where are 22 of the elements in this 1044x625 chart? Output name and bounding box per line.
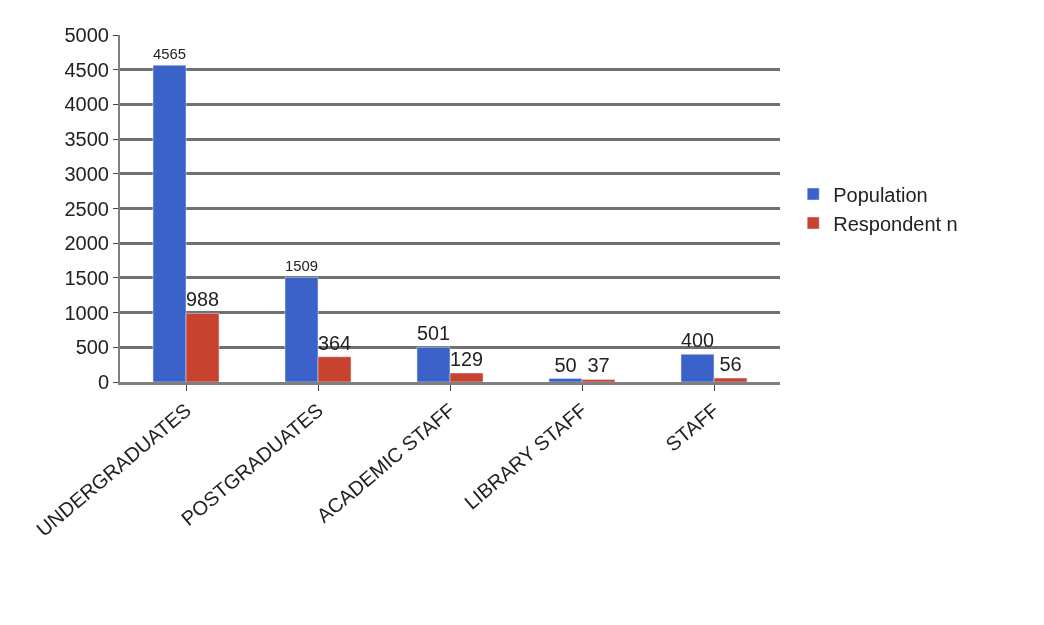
legend-label: Respondent n <box>833 212 958 235</box>
data-label: 501 <box>417 322 450 345</box>
data-label: 50 <box>554 353 577 376</box>
y-tick-label: 4500 <box>64 58 109 81</box>
data-label: 400 <box>681 329 714 352</box>
data-label: 4565 <box>153 46 186 63</box>
data-label: 56 <box>719 353 742 376</box>
data-label: 129 <box>450 348 483 371</box>
y-tick-label: 4000 <box>64 93 109 116</box>
y-tick-label: 0 <box>97 371 109 393</box>
legend-label: Population <box>833 183 928 206</box>
y-tick-label: 1000 <box>64 301 109 324</box>
y-tick-label: 5000 <box>64 24 109 46</box>
y-tick-label: 2000 <box>64 232 109 255</box>
y-tick-label: 3500 <box>64 128 109 151</box>
data-label: 1509 <box>285 258 318 275</box>
y-tick-label: 2500 <box>64 197 109 220</box>
y-tick-label: 3000 <box>64 162 109 185</box>
data-label: 37 <box>587 354 610 377</box>
y-tick-label: 500 <box>75 336 109 359</box>
y-tick-label: 1500 <box>64 266 109 289</box>
data-label: 988 <box>186 288 219 311</box>
